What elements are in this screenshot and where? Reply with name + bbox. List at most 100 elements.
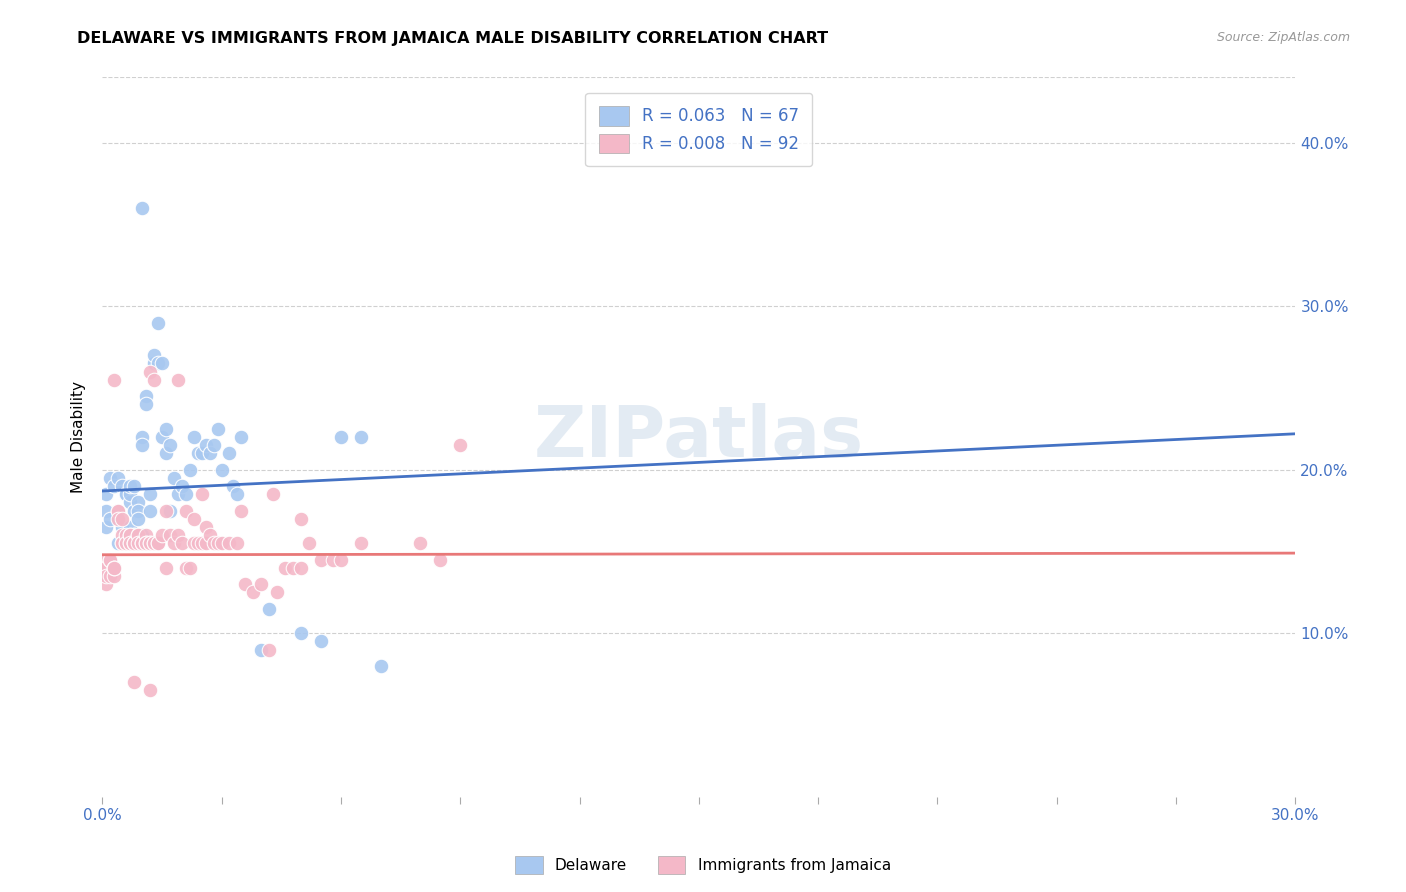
Point: [131, 536, 153, 550]
Point: [150, 357, 173, 371]
Point: [259, 601, 281, 615]
Point: [139, 487, 162, 501]
Point: [96, 487, 118, 501]
Y-axis label: Male Disability: Male Disability: [72, 381, 86, 493]
Point: [107, 503, 129, 517]
Point: [179, 561, 201, 575]
Point: [111, 520, 134, 534]
Point: [139, 536, 162, 550]
Point: [202, 536, 225, 550]
Point: [170, 479, 193, 493]
Point: [142, 373, 165, 387]
Point: [127, 503, 149, 517]
Point: [350, 430, 373, 444]
Point: [250, 642, 273, 657]
Point: [274, 561, 297, 575]
Point: [131, 528, 153, 542]
Point: [107, 503, 129, 517]
Point: [163, 471, 186, 485]
Point: [170, 536, 193, 550]
Point: [135, 536, 157, 550]
Point: [266, 585, 288, 599]
Point: [127, 536, 149, 550]
Point: [98, 512, 121, 526]
Point: [198, 446, 221, 460]
Point: [98, 552, 121, 566]
Point: [235, 577, 257, 591]
Point: [211, 463, 233, 477]
Point: [166, 487, 188, 501]
Point: [96, 569, 118, 583]
Point: [207, 422, 229, 436]
Point: [142, 536, 165, 550]
Point: [122, 536, 145, 550]
Point: [107, 536, 129, 550]
Point: [159, 528, 181, 542]
Point: [115, 487, 138, 501]
Point: [118, 536, 141, 550]
Point: [146, 316, 169, 330]
Point: [118, 487, 141, 501]
Point: [139, 683, 162, 698]
Point: [142, 348, 165, 362]
Point: [231, 503, 253, 517]
Point: [115, 536, 138, 550]
Point: [159, 438, 181, 452]
Point: [202, 438, 225, 452]
Point: [96, 520, 118, 534]
Point: [135, 528, 157, 542]
Point: [96, 561, 118, 575]
Point: [118, 536, 141, 550]
Point: [111, 512, 134, 526]
Point: [115, 528, 138, 542]
Point: [155, 561, 177, 575]
Point: [290, 561, 312, 575]
Point: [122, 536, 145, 550]
Point: [111, 536, 134, 550]
Point: [127, 495, 149, 509]
Point: [103, 479, 125, 493]
Point: [146, 536, 169, 550]
Point: [155, 446, 177, 460]
Point: [194, 536, 217, 550]
Point: [281, 561, 304, 575]
Point: [309, 634, 332, 648]
Point: [131, 201, 153, 215]
Point: [207, 536, 229, 550]
Point: [174, 503, 197, 517]
Point: [329, 552, 352, 566]
Point: [139, 365, 162, 379]
Point: [118, 479, 141, 493]
Point: [290, 626, 312, 640]
Point: [118, 520, 141, 534]
Point: [135, 389, 157, 403]
Point: [163, 536, 186, 550]
Text: ZIPatlas: ZIPatlas: [534, 402, 863, 472]
Point: [127, 512, 149, 526]
Point: [146, 357, 169, 371]
Point: [115, 487, 138, 501]
Point: [194, 438, 217, 452]
Point: [111, 528, 134, 542]
Point: [222, 479, 245, 493]
Point: [262, 487, 284, 501]
Point: [190, 536, 212, 550]
Point: [146, 536, 169, 550]
Point: [290, 512, 312, 526]
Point: [350, 536, 373, 550]
Point: [231, 430, 253, 444]
Point: [187, 446, 209, 460]
Point: [118, 528, 141, 542]
Point: [409, 536, 432, 550]
Point: [150, 430, 173, 444]
Point: [122, 675, 145, 690]
Legend: Delaware, Immigrants from Jamaica: Delaware, Immigrants from Jamaica: [509, 850, 897, 880]
Point: [322, 552, 344, 566]
Point: [179, 463, 201, 477]
Point: [259, 642, 281, 657]
Point: [142, 357, 165, 371]
Point: [118, 528, 141, 542]
Point: [198, 528, 221, 542]
Point: [142, 536, 165, 550]
Point: [127, 536, 149, 550]
